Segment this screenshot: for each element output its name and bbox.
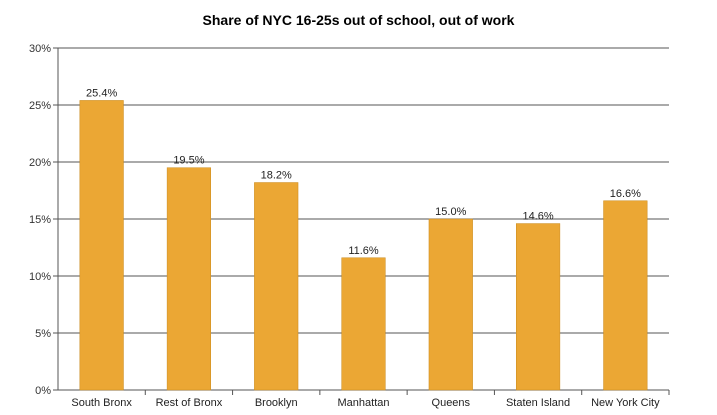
y-tick-label: 0% (35, 385, 51, 397)
bar (603, 200, 648, 391)
bar (254, 182, 299, 391)
bar (428, 218, 473, 391)
y-tick-label: 10% (29, 271, 51, 283)
data-label: 16.6% (610, 188, 641, 200)
data-label: 18.2% (261, 170, 292, 182)
x-tick-label: Staten Island (506, 397, 570, 409)
y-tick-label: 15% (29, 214, 51, 226)
y-tick-label: 5% (35, 328, 51, 340)
x-tick-label: Queens (432, 397, 471, 409)
chart-title: Share of NYC 16-25s out of school, out o… (202, 12, 515, 28)
bar (341, 257, 386, 391)
x-tick-label: Rest of Bronx (156, 397, 223, 409)
y-tick-label: 30% (29, 43, 51, 55)
bar (516, 223, 561, 391)
y-tick-label: 20% (29, 157, 51, 169)
bar (79, 100, 124, 391)
y-tick-label: 25% (29, 100, 51, 112)
x-tick-label: New York City (591, 397, 660, 409)
bar (166, 167, 212, 391)
data-label: 25.4% (86, 87, 117, 99)
data-label: 15.0% (435, 206, 466, 218)
x-tick-label: South Bronx (71, 397, 132, 409)
data-label: 11.6% (348, 245, 379, 257)
x-tick-label: Manhattan (338, 397, 390, 409)
data-label: 14.6% (522, 211, 553, 223)
data-label: 19.5% (173, 155, 204, 167)
x-tick-label: Brooklyn (255, 397, 298, 409)
